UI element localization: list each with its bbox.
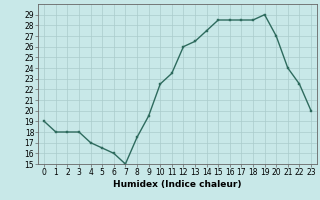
X-axis label: Humidex (Indice chaleur): Humidex (Indice chaleur) [113,180,242,189]
